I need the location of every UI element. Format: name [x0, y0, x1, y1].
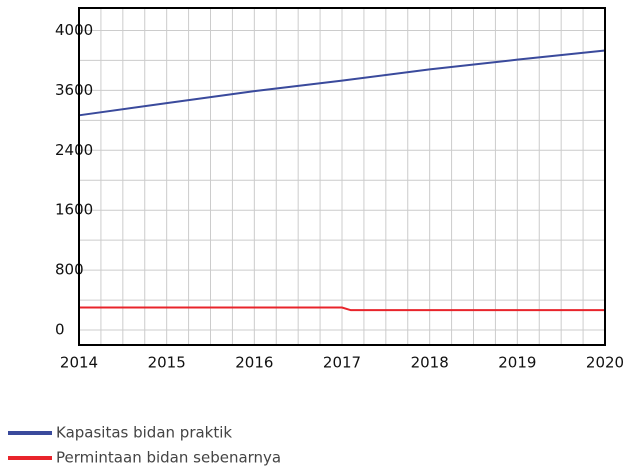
plot-frame — [78, 7, 606, 346]
x-tick-label: 2014 — [60, 354, 98, 372]
y-tick-label: 0 — [55, 321, 65, 339]
x-tick-label: 2019 — [498, 354, 536, 372]
y-tick-label: 3600 — [55, 81, 93, 99]
legend-label: Kapasitas bidan praktik — [56, 424, 232, 442]
x-tick-label: 2017 — [323, 354, 361, 372]
x-tick-label: 2016 — [235, 354, 273, 372]
y-tick-label: 2400 — [55, 141, 93, 159]
y-tick-label: 800 — [55, 261, 84, 279]
x-tick-label: 2018 — [411, 354, 449, 372]
legend-label: Permintaan bidan sebenarnya — [56, 449, 281, 467]
line-series — [79, 306, 605, 312]
y-tick-label: 1600 — [55, 201, 93, 219]
line-series — [78, 49, 606, 117]
x-tick-label: 2020 — [586, 354, 624, 372]
y-tick-label: 4000 — [55, 21, 93, 39]
x-tick-label: 2015 — [148, 354, 186, 372]
